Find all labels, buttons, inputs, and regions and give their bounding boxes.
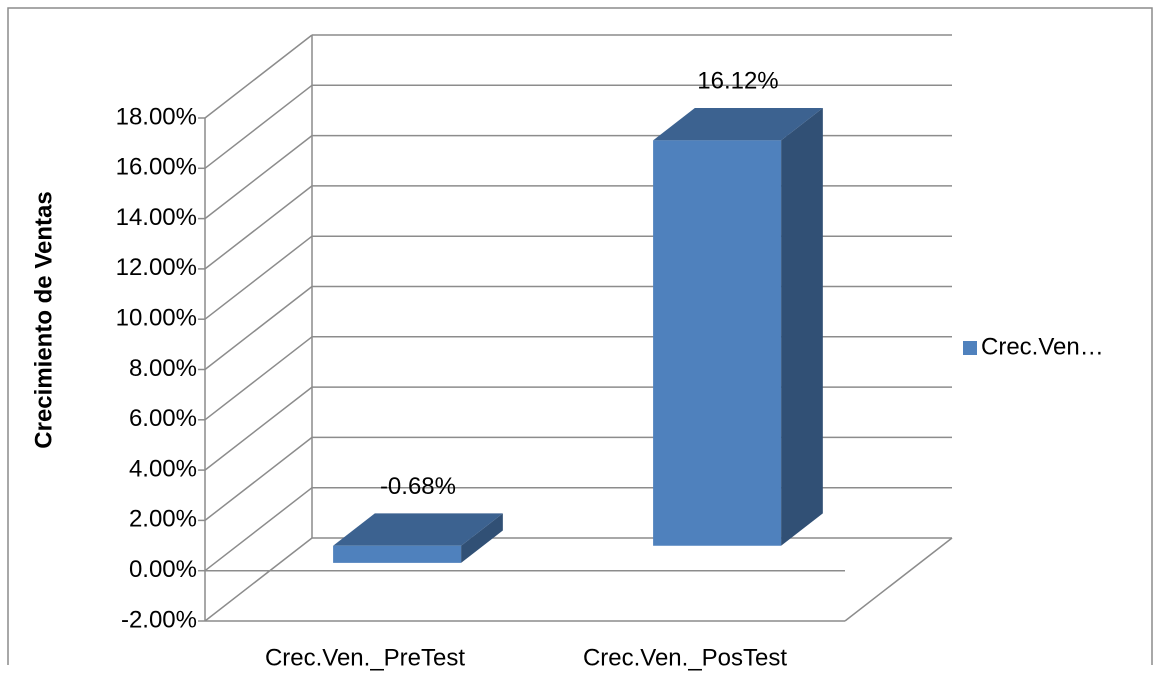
legend-label: Crec.Ven… xyxy=(981,333,1104,360)
y-axis-label: Crecimiento de Ventas xyxy=(30,191,57,448)
grid-line xyxy=(204,185,313,270)
y-tick-label: 0.00% xyxy=(129,556,197,583)
grid-line xyxy=(204,537,313,622)
grid-line xyxy=(204,386,313,471)
x-tick-label: Crec.Ven._PreTest xyxy=(265,644,465,671)
grid-line xyxy=(204,487,313,572)
y-tick-label: 14.00% xyxy=(116,204,197,231)
x-tick-label: Crec.Ven._PosTest xyxy=(583,644,787,671)
data-label: 16.12% xyxy=(697,68,778,95)
bar xyxy=(653,140,782,546)
chart-border xyxy=(7,7,1153,665)
y-tick-label: 8.00% xyxy=(129,355,197,382)
grid-line xyxy=(204,285,313,371)
y-tick-label: 16.00% xyxy=(116,154,197,181)
grid-line xyxy=(204,436,313,521)
bar-top xyxy=(653,108,823,141)
y-tick-label: -2.00% xyxy=(121,606,197,633)
data-label: -0.68% xyxy=(380,473,456,500)
grid-line xyxy=(204,135,313,220)
bar-side xyxy=(781,108,823,546)
y-tick-label: 4.00% xyxy=(129,455,197,482)
grid-line xyxy=(204,34,313,119)
grid-line xyxy=(204,235,313,320)
y-tick-label: 12.00% xyxy=(116,254,197,281)
grid-line xyxy=(204,84,313,169)
y-tick-label: 6.00% xyxy=(129,405,197,432)
y-tick-label: 2.00% xyxy=(129,506,197,533)
y-tick-label: 10.00% xyxy=(116,305,197,332)
bar-side xyxy=(461,513,503,563)
bar xyxy=(333,545,462,563)
bar-top xyxy=(333,513,503,546)
floor-line xyxy=(844,537,953,622)
legend-swatch xyxy=(963,341,977,355)
grid-line xyxy=(204,336,313,421)
y-tick-label: 18.00% xyxy=(116,103,197,130)
